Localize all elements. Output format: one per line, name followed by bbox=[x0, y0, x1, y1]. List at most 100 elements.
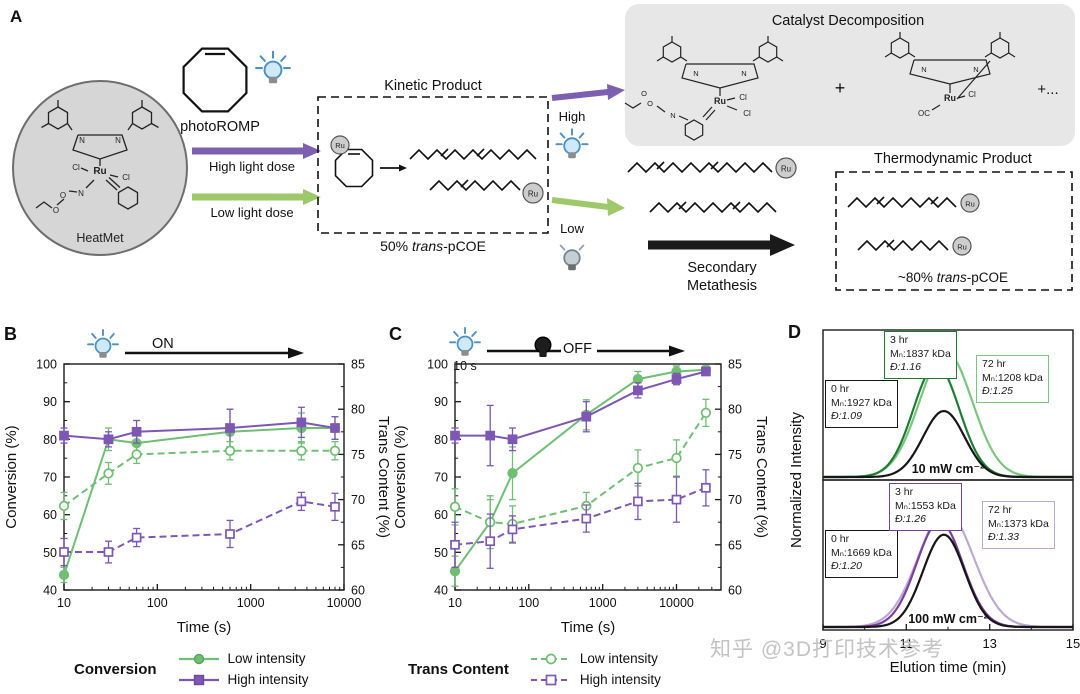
kinetic-product-box bbox=[317, 96, 549, 234]
legend-swatch-trans-low bbox=[530, 653, 571, 664]
ann-time: 72 hr bbox=[988, 504, 1012, 516]
y-right-tick-label: 80 bbox=[351, 403, 365, 417]
polymer-chain-mid bbox=[627, 161, 777, 214]
plot-frame bbox=[454, 363, 722, 591]
atom-n: N bbox=[973, 65, 978, 74]
atom-ru: Ru bbox=[93, 166, 106, 177]
panel-a-scheme: A N N Ru Cl bbox=[10, 4, 1075, 294]
atom-ru: Ru bbox=[944, 93, 956, 103]
y-left-axis-title: Conversion (%) bbox=[392, 425, 409, 528]
banner-on-label: ON bbox=[152, 336, 174, 352]
light-on-icon bbox=[87, 328, 119, 359]
atom-n: N bbox=[78, 189, 84, 198]
atom-oc: OC bbox=[918, 109, 930, 118]
y-right-tick-label: 70 bbox=[351, 493, 365, 507]
atom-ru: Ru bbox=[714, 96, 726, 106]
light-on-icon bbox=[255, 50, 291, 85]
legend-item-trans-high: High intensity bbox=[529, 669, 661, 690]
atom-n: N bbox=[79, 136, 85, 145]
y-right-tick-label: 75 bbox=[728, 448, 742, 462]
y-left-tick-label: 80 bbox=[43, 433, 57, 447]
decomposition-arrow bbox=[551, 84, 625, 101]
ann-dispersity: Đ:1.33 bbox=[988, 531, 1019, 544]
ru-circle: Ru bbox=[330, 135, 350, 155]
y-left-axis-title: Conversion (%) bbox=[3, 425, 20, 528]
plus-sign: + bbox=[835, 78, 846, 98]
kinetic-suffix: -pCOE bbox=[443, 238, 486, 254]
atom-n: N bbox=[693, 69, 698, 78]
atom-cl: Cl bbox=[122, 173, 130, 182]
thermodynamic-product-title: Thermodynamic Product bbox=[874, 151, 1032, 167]
atom-ru: Ru bbox=[528, 190, 538, 199]
secondary-metathesis-label-1: Secondary bbox=[687, 260, 757, 276]
series-conv-low bbox=[58, 408, 341, 584]
banner-arrow bbox=[288, 347, 304, 359]
x-axis-title: Time (s) bbox=[177, 619, 231, 636]
x-axis-title: Elution time (min) bbox=[890, 659, 1007, 676]
atom-ru: Ru bbox=[957, 243, 967, 252]
legend-swatch-conv-low bbox=[178, 653, 219, 664]
legend-label-low: Low intensity bbox=[227, 651, 306, 666]
banner-duration-label: 10 s bbox=[453, 359, 477, 373]
y-left-tick-label: 70 bbox=[43, 471, 57, 485]
x-tick-label: 1000 bbox=[589, 596, 617, 610]
gpc-annotation-100mw-3hr: 3 hr Mₙ:1553 kDa Đ:1.26 bbox=[889, 483, 962, 531]
legend-trans-title: Trans Content bbox=[408, 660, 509, 678]
atom-cl: Cl bbox=[968, 90, 976, 99]
y-right-tick-label: 65 bbox=[351, 538, 365, 552]
intensity-label: 100 mW cm⁻² bbox=[908, 612, 988, 626]
series-trans-high bbox=[450, 469, 711, 569]
gpc-annotation-10mw-72hr: 72 hr Mₙ:1208 kDa Đ:1.25 bbox=[976, 355, 1049, 403]
photoromp-label: photoROMP bbox=[180, 119, 260, 135]
y-right-tick-label: 65 bbox=[728, 538, 742, 552]
ann-time: 3 hr bbox=[890, 334, 909, 346]
gpc-annotation-10mw-3hr: 3 hr Mₙ:1837 kDa Đ:1.16 bbox=[884, 331, 957, 379]
ann-mn: Mₙ:1837 kDa bbox=[890, 347, 951, 360]
x-tick-label: 11 bbox=[900, 636, 914, 651]
y-right-tick-label: 85 bbox=[728, 358, 742, 372]
series-conv-high bbox=[59, 406, 340, 448]
gpc-annotation-100mw-0hr: 0 hr Mₙ:1669 kDa Đ:1.20 bbox=[825, 530, 898, 578]
heatmet-structure bbox=[35, 100, 159, 210]
thermo-suffix: -pCOE bbox=[967, 270, 1008, 285]
ann-time: 72 hr bbox=[982, 358, 1006, 370]
panel-label: C bbox=[389, 324, 402, 344]
y-left-tick-label: 40 bbox=[434, 584, 448, 598]
heatmet-label: HeatMet bbox=[76, 231, 124, 245]
kinetic-product-title: Kinetic Product bbox=[384, 78, 482, 94]
series-trans-high bbox=[59, 491, 340, 567]
panel-a-label: A bbox=[10, 7, 22, 26]
ann-dispersity: Đ:1.20 bbox=[831, 560, 862, 573]
atom-cl: Cl bbox=[739, 93, 747, 102]
legend-conversion-group: Conversion Low intensity High intensity bbox=[74, 648, 309, 690]
polymer-chain-thermo bbox=[847, 196, 957, 252]
thermo-caption: ~80% trans-pCOE bbox=[898, 270, 1008, 285]
y-axis-title: Normalized Intensity bbox=[788, 412, 805, 548]
legend-item-trans-low: Low intensity bbox=[529, 648, 661, 669]
y-right-tick-label: 70 bbox=[728, 493, 742, 507]
legend-trans-group: Trans Content Low intensity High intensi… bbox=[408, 648, 661, 690]
y-left-tick-label: 100 bbox=[427, 358, 448, 372]
atom-n: N bbox=[921, 65, 926, 74]
panel-c-chart: C 10 s OFF 10 100 1000 10000 40 50 60 70 80 90 100 60 6… bbox=[385, 318, 777, 648]
thermo-pct: ~80% bbox=[898, 270, 937, 285]
light-off-icon bbox=[534, 336, 552, 358]
kinetic-pct: 50% bbox=[380, 238, 412, 254]
y-right-tick-label: 80 bbox=[728, 403, 742, 417]
y-left-tick-label: 50 bbox=[434, 546, 448, 560]
atom-n: N bbox=[670, 111, 675, 120]
atom-o: O bbox=[53, 206, 59, 215]
figure-legend: Conversion Low intensity High intensity … bbox=[0, 646, 785, 694]
ann-dispersity: Đ:1.25 bbox=[982, 385, 1013, 398]
ann-mn: Mₙ:1208 kDa bbox=[982, 371, 1043, 384]
y-right-tick-label: 60 bbox=[728, 584, 742, 598]
light-dim-icon bbox=[559, 244, 585, 272]
low-branch-arrow bbox=[551, 197, 625, 216]
kinetic-trans: trans bbox=[412, 238, 443, 254]
atom-cl: Cl bbox=[743, 109, 751, 118]
y-right-tick-label: 75 bbox=[351, 448, 365, 462]
panel-b-chart: B ON 10 100 1000 10000 40 50 60 70 80 90 100 60 65 70 75… bbox=[0, 318, 392, 648]
ann-mn: Mₙ:1927 kDa bbox=[831, 396, 892, 409]
low-dose-arrow bbox=[192, 189, 321, 205]
thermodynamic-product-box bbox=[835, 171, 1073, 291]
